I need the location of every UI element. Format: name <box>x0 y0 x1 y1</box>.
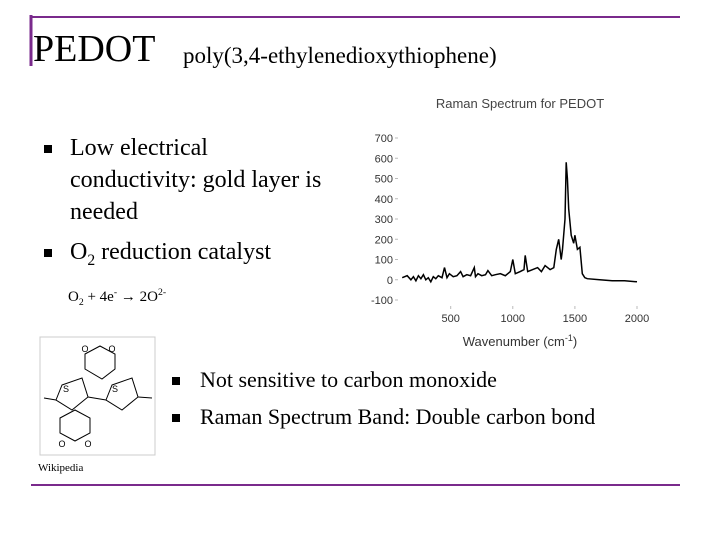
title: PEDOT <box>33 28 156 70</box>
y-tick-label: 400 <box>375 194 393 206</box>
x-tick-label: 500 <box>442 313 460 325</box>
bond <box>87 396 107 401</box>
text-run: O <box>68 289 79 305</box>
ring <box>84 345 116 380</box>
text-run: + 4e <box>83 289 114 305</box>
bullet-marker <box>172 414 180 422</box>
x-tick-label: 1000 <box>501 313 525 325</box>
molecule-frame <box>39 336 156 456</box>
bullet-text: O2 reduction catalyst <box>70 236 335 277</box>
molecule <box>39 336 156 456</box>
text-run: reduction catalyst <box>95 239 272 265</box>
text-run: Low electrical conductivity: gold layer … <box>70 135 322 225</box>
caption: Wikipedia <box>38 462 84 474</box>
subtitle: poly(3,4-ethylenedioxythiophene) <box>183 43 497 68</box>
text-run: ) <box>573 334 577 349</box>
y-tick-label: -100 <box>371 295 393 307</box>
y-tick-label: 100 <box>375 255 393 267</box>
ring <box>55 377 89 411</box>
ring <box>105 377 139 411</box>
atom-label: O <box>108 344 115 354</box>
y-tick-label: 600 <box>375 153 393 165</box>
bond <box>43 397 57 401</box>
spectrum-line <box>401 162 638 284</box>
bullet-marker <box>172 377 180 385</box>
x-axis-label: Wavenumber (cm-1) <box>463 333 577 349</box>
x-tick-label: 2000 <box>625 313 649 325</box>
bullet-text: Low electrical conductivity: gold layer … <box>70 132 335 228</box>
atom-label: S <box>63 384 69 394</box>
text-run: → 2O <box>117 289 158 305</box>
chart-title: Raman Spectrum for PEDOT <box>436 96 604 111</box>
bullet-text: Not sensitive to carbon monoxide <box>200 367 497 392</box>
text-run: Wavenumber (cm <box>463 334 565 349</box>
chart: Raman Spectrum for PEDOT -100 0 100 200 300 40… <box>371 96 649 349</box>
atom-label: O <box>84 439 91 449</box>
atom-label: O <box>81 344 88 354</box>
bond <box>137 396 153 399</box>
atom-labels: O O O O S S <box>58 344 118 449</box>
y-tick-label: 300 <box>375 214 393 226</box>
ring <box>59 409 91 442</box>
superscript: -1 <box>565 333 573 343</box>
atom-label: O <box>58 439 65 449</box>
bullet-marker <box>44 249 52 257</box>
subscript: 2 <box>78 297 84 308</box>
bullet-text: Raman Spectrum Band: Double carbon bond <box>200 404 596 429</box>
y-tick-label: 700 <box>375 133 393 145</box>
superscript: - <box>113 287 118 298</box>
atom-label: S <box>112 384 118 394</box>
y-tick-label: 500 <box>375 174 393 186</box>
x-tick-label: 1500 <box>563 313 587 325</box>
equation: O2 + 4e- → 2O2- <box>68 283 166 313</box>
y-tick-label: 200 <box>375 234 393 246</box>
subscript: 2 <box>87 251 96 269</box>
y-tick-label: 0 <box>387 275 393 287</box>
bullet-marker <box>44 145 52 153</box>
superscript: 2- <box>157 287 167 298</box>
text-run: O <box>70 239 88 265</box>
